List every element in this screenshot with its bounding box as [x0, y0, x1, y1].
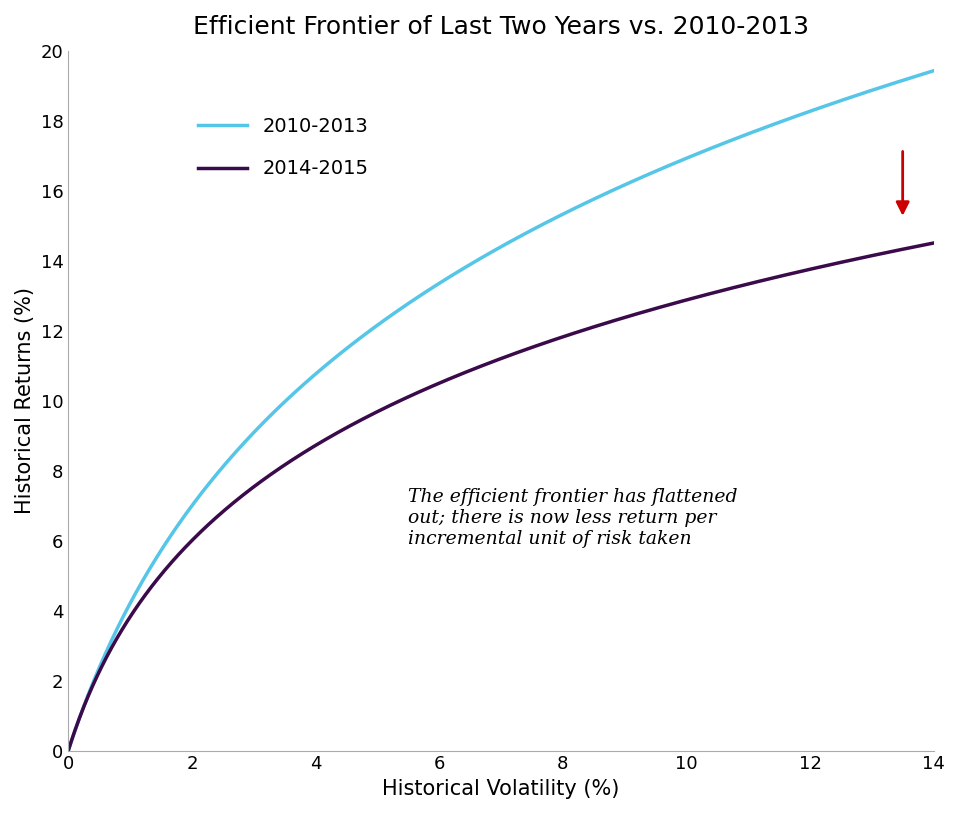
2010-2013	[62, 746, 74, 755]
2010-2013	[657, 164, 668, 173]
Legend: 2010-2013, 2014-2015: 2010-2013, 2014-2015	[190, 109, 376, 186]
Y-axis label: Historical Returns (%): Historical Returns (%)	[15, 287, 35, 514]
2010-2013	[444, 272, 455, 282]
2014-2015	[413, 387, 424, 397]
2014-2015	[737, 280, 749, 290]
2014-2015	[927, 239, 939, 248]
2010-2013	[927, 66, 939, 76]
2014-2015	[753, 277, 764, 287]
Line: 2014-2015: 2014-2015	[68, 243, 933, 751]
2010-2013	[413, 292, 424, 302]
2010-2013	[151, 553, 162, 562]
Text: The efficient frontier has flattened
out; there is now less return per
increment: The efficient frontier has flattened out…	[408, 488, 737, 548]
X-axis label: Historical Volatility (%): Historical Volatility (%)	[382, 779, 619, 799]
2014-2015	[657, 302, 668, 312]
2014-2015	[151, 575, 162, 585]
Line: 2010-2013: 2010-2013	[68, 71, 933, 751]
2014-2015	[444, 374, 455, 383]
2010-2013	[753, 125, 764, 135]
2010-2013	[737, 131, 749, 141]
Title: Efficient Frontier of Last Two Years vs. 2010-2013: Efficient Frontier of Last Two Years vs.…	[193, 15, 809, 39]
2014-2015	[62, 746, 74, 755]
